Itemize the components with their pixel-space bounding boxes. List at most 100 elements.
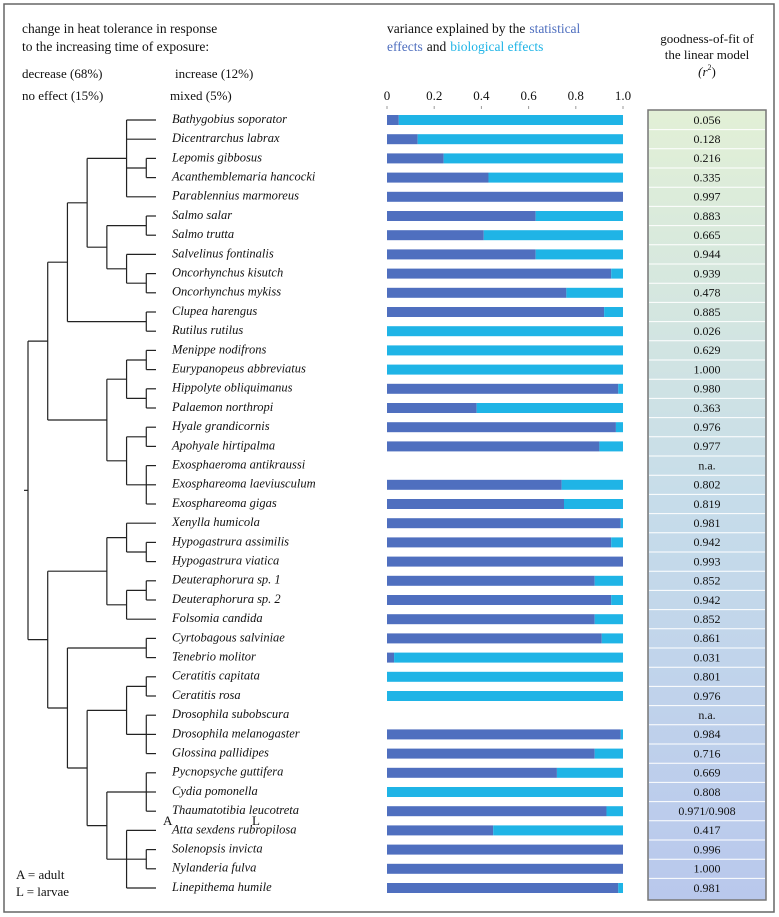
bar-segment xyxy=(387,364,623,375)
bar-title-part: and xyxy=(427,39,447,54)
bar-segment xyxy=(387,172,489,183)
bar-segment xyxy=(387,748,595,759)
bar-title-part: statistical xyxy=(529,21,580,36)
r2-value: 0.128 xyxy=(694,132,721,146)
r2-value: 0.976 xyxy=(694,689,721,703)
r2-value: n.a. xyxy=(698,458,715,472)
bar-segment xyxy=(387,134,418,145)
bar-segment xyxy=(387,614,595,625)
species-label: Palaemon northropi xyxy=(171,400,274,414)
bar-segment xyxy=(387,383,619,394)
table-title: goodness-of-fit of xyxy=(660,31,754,46)
species-label: Eurypanopeus abbreviatus xyxy=(171,361,306,375)
species-label: Linepithema humile xyxy=(171,880,272,894)
r2-value: 0.996 xyxy=(694,842,721,856)
species-label: Clupea harengus xyxy=(172,304,257,318)
species-label: Salmo salar xyxy=(172,208,232,222)
bar-segment xyxy=(594,614,623,625)
legend-entry: increase (12%) xyxy=(175,66,253,81)
species-label: Exosphareoma gigas xyxy=(171,496,277,510)
bar-segment xyxy=(620,518,623,529)
r2-value: 0.056 xyxy=(694,113,721,127)
species-label: Ceratitis capitata xyxy=(172,669,260,683)
table-box xyxy=(647,109,767,901)
bar-segment xyxy=(556,767,623,778)
species-label: Atta sexdens rubropilosa xyxy=(171,822,297,836)
bar-segment xyxy=(387,230,484,241)
bar-segment xyxy=(387,556,623,567)
species-label: Exosphareoma laeviusculum xyxy=(171,477,316,491)
bar-segment xyxy=(387,671,623,682)
r2-value: 0.984 xyxy=(694,727,721,741)
species-label: Lepomis gibbosus xyxy=(171,150,262,164)
table-title: the linear model xyxy=(665,47,750,62)
bar-segment xyxy=(387,345,623,356)
species-label: Hyale grandicornis xyxy=(171,419,270,433)
bar-segment xyxy=(387,787,623,797)
x-tick-label: 0.8 xyxy=(568,88,584,103)
species-label: Salmo trutta xyxy=(172,227,234,241)
r2-value: 0.852 xyxy=(694,612,721,626)
species-label: Hypogastrura assimilis xyxy=(171,534,289,548)
bar-segment xyxy=(387,268,612,279)
bar-segment xyxy=(387,403,477,413)
r2-value: 0.216 xyxy=(694,151,721,165)
bar-segment xyxy=(594,575,623,586)
legend-entry: mixed (5%) xyxy=(170,88,232,103)
table-title-part: (r xyxy=(698,64,708,79)
r2-value: 0.335 xyxy=(694,170,721,184)
bar-segment xyxy=(620,729,623,740)
bar-segment xyxy=(611,537,623,548)
bar-segment xyxy=(493,825,623,836)
r2-value: 0.802 xyxy=(694,478,721,492)
species-label: Deuteraphorura sp. 2 xyxy=(171,592,281,606)
r2-value: 0.942 xyxy=(694,535,721,549)
bar-segment xyxy=(601,633,623,644)
bar-segment xyxy=(387,729,621,740)
r2-value: 0.808 xyxy=(694,785,721,799)
species-label: Acanthemblemaria hancocki xyxy=(171,169,316,183)
species-label: Bathygobius soporator xyxy=(172,112,287,126)
r2-value: 0.997 xyxy=(694,190,721,204)
species-label: Oncorhynchus mykiss xyxy=(172,285,281,299)
species-label: Folsomia candida xyxy=(171,611,263,625)
bar-title-part: effects xyxy=(387,39,423,54)
bar-segment xyxy=(387,691,623,701)
bar-title: variance explained by the statistical xyxy=(387,21,581,36)
r2-value: 0.417 xyxy=(694,823,721,837)
bar-segment xyxy=(387,191,623,202)
stage-mark: A xyxy=(163,813,173,828)
r2-value: 0.629 xyxy=(694,343,721,357)
table-title-part: 2 xyxy=(708,63,712,72)
species-label: Solenopsis invicta xyxy=(172,841,263,855)
bar-segment xyxy=(483,230,623,241)
bar-segment xyxy=(387,575,595,586)
species-label: Hypogastrura viatica xyxy=(171,553,279,567)
bar-segment xyxy=(561,479,623,490)
r2-value: 0.665 xyxy=(694,228,721,242)
bar-segment xyxy=(618,383,623,394)
bar-segment xyxy=(394,652,623,663)
bar-segment xyxy=(535,211,623,221)
bar-segment xyxy=(387,767,557,778)
bar-segment xyxy=(594,748,623,759)
r2-value: 1.000 xyxy=(694,362,721,376)
bar-title: effects and biological effects xyxy=(387,39,543,54)
r2-value: n.a. xyxy=(698,708,715,722)
bar-segment xyxy=(417,134,623,145)
r2-value: 0.801 xyxy=(694,670,721,684)
bar-segment xyxy=(387,307,605,317)
r2-value: 0.981 xyxy=(694,881,721,895)
bar-segment xyxy=(387,479,562,490)
stage-mark: L xyxy=(252,813,260,828)
bar-segment xyxy=(387,115,399,125)
species-label: Deuteraphorura sp. 1 xyxy=(171,573,281,587)
phylogeny xyxy=(24,119,156,889)
legend-entry: decrease (68%) xyxy=(22,66,102,81)
bar-segment xyxy=(566,287,623,298)
table-title-part: ) xyxy=(712,64,716,79)
species-label: Thaumatotibia leucotreta xyxy=(172,803,299,817)
r2-value: 0.026 xyxy=(694,324,721,338)
key: A = adult xyxy=(16,867,65,882)
bar-segment xyxy=(387,211,536,221)
